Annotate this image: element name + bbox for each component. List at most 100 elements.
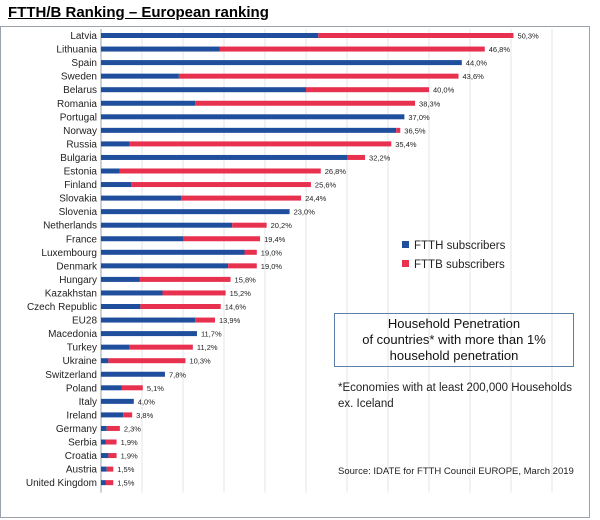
ftth-bar — [101, 141, 130, 147]
category-label: Portugal — [60, 112, 97, 123]
category-label: Hungary — [59, 275, 97, 286]
fttb-bar — [181, 195, 302, 201]
ftth-bar — [101, 317, 196, 323]
ftth-bar — [101, 412, 124, 418]
fttb-bar — [121, 385, 143, 391]
fttb-bar — [178, 73, 459, 79]
total-data-label: 50,3% — [517, 32, 539, 41]
ftth-bar — [101, 249, 245, 255]
category-label: Latvia — [70, 31, 97, 42]
total-data-label: 13,9% — [219, 316, 241, 325]
category-label: Switzerland — [45, 370, 97, 381]
category-label: United Kingdom — [26, 478, 97, 489]
total-data-label: 5,1% — [147, 384, 164, 393]
category-label: Estonia — [64, 167, 98, 178]
ftth-bar — [101, 195, 182, 201]
total-data-label: 46,8% — [489, 45, 511, 54]
category-label: Belarus — [63, 85, 97, 96]
category-label: Bulgaria — [60, 153, 97, 164]
legend-item-ftth: FTTH subscribers — [402, 240, 505, 252]
ftth-bar — [101, 439, 106, 445]
penetration-note-box: Household Penetration of countries* with… — [334, 313, 574, 367]
category-label: Croatia — [65, 451, 98, 462]
fttb-bar — [244, 249, 257, 255]
category-label: Netherlands — [43, 221, 97, 232]
category-label: Russia — [66, 139, 97, 150]
ftth-bar — [101, 209, 290, 215]
fttb-bar — [162, 290, 226, 296]
ftth-bar — [101, 385, 122, 391]
total-data-label: 15,8% — [235, 275, 257, 284]
total-data-label: 1,9% — [121, 452, 138, 461]
penetration-note-line: household penetration — [389, 348, 519, 363]
fttb-bar — [129, 344, 193, 350]
ftth-bar — [101, 425, 107, 431]
total-data-label: 20,2% — [271, 221, 293, 230]
fttb-bar — [123, 412, 133, 418]
total-data-label: 32,2% — [369, 153, 391, 162]
ftth-bar — [101, 46, 220, 52]
fttb-bar — [108, 453, 117, 459]
ftth-bar — [101, 87, 306, 93]
category-label: Romania — [57, 99, 97, 110]
total-data-label: 36,5% — [404, 126, 426, 135]
ftth-bar — [101, 127, 397, 133]
total-data-label: 24,4% — [305, 194, 327, 203]
fttb-bar — [129, 141, 392, 147]
category-label: Ukraine — [63, 356, 98, 367]
ftth-bar — [101, 453, 109, 459]
ftth-bar — [101, 398, 134, 404]
ftth-bar — [101, 114, 405, 120]
legend-swatch-ftth — [402, 241, 409, 249]
economies-footnote: *Economies with at least 200,000 Househo… — [338, 380, 588, 412]
category-label: Macedonia — [48, 329, 97, 340]
category-label: Ireland — [66, 410, 97, 421]
fttb-bar — [195, 317, 215, 323]
legend-label-fttb: FTTB subscribers — [414, 259, 505, 271]
total-data-label: 40,0% — [433, 86, 455, 95]
category-label: Czech Republic — [27, 302, 97, 313]
category-label: Sweden — [61, 72, 97, 83]
fttb-bar — [318, 33, 514, 38]
total-data-label: 14,6% — [225, 303, 247, 312]
ftth-bar — [101, 466, 107, 472]
footnote-line: *Economies with at least 200,000 Househo… — [338, 382, 572, 394]
total-data-label: 1,5% — [117, 465, 134, 474]
fttb-bar — [306, 87, 429, 93]
category-label: Spain — [71, 58, 97, 69]
category-label: France — [66, 234, 98, 245]
ftth-bar — [101, 60, 462, 66]
penetration-note-line: of countries* with more than 1% — [362, 332, 546, 347]
fttb-bar — [232, 222, 267, 228]
fttb-bar — [219, 46, 485, 52]
ftth-bar — [101, 222, 233, 228]
total-data-label: 19,4% — [264, 235, 286, 244]
total-data-label: 2,3% — [124, 424, 141, 433]
ftth-bar — [101, 33, 319, 38]
total-data-label: 26,8% — [325, 167, 347, 176]
fttb-bar — [139, 276, 231, 282]
total-data-label: 19,0% — [261, 262, 283, 271]
category-label: Germany — [56, 424, 97, 435]
legend-label-ftth: FTTH subscribers — [414, 240, 506, 252]
chart-frame: Latvia 50,3% Lithuania 46,8% Spain 44,0% Swede… — [0, 26, 590, 518]
total-data-label: 19,0% — [261, 248, 283, 257]
fttb-bar — [195, 100, 416, 106]
ftth-bar — [101, 168, 120, 174]
page-title: FTTH/B Ranking – European ranking — [8, 4, 269, 21]
total-data-label: 43,6% — [463, 72, 485, 81]
category-label: Denmark — [56, 261, 98, 272]
ftth-bar — [101, 344, 130, 350]
total-data-label: 1,5% — [117, 479, 134, 488]
total-data-label: 10,3% — [189, 357, 211, 366]
fttb-bar — [106, 425, 120, 431]
category-label: EU28 — [72, 316, 97, 327]
total-data-label: 11,2% — [197, 343, 218, 352]
total-data-label: 25,6% — [315, 181, 337, 190]
category-label: Lithuania — [56, 45, 97, 56]
footnote-line: ex. Iceland — [338, 398, 394, 410]
category-label: Italy — [79, 397, 97, 408]
fttb-bar — [119, 168, 321, 174]
total-data-label: 44,0% — [466, 59, 488, 68]
fttb-bar — [228, 263, 257, 269]
